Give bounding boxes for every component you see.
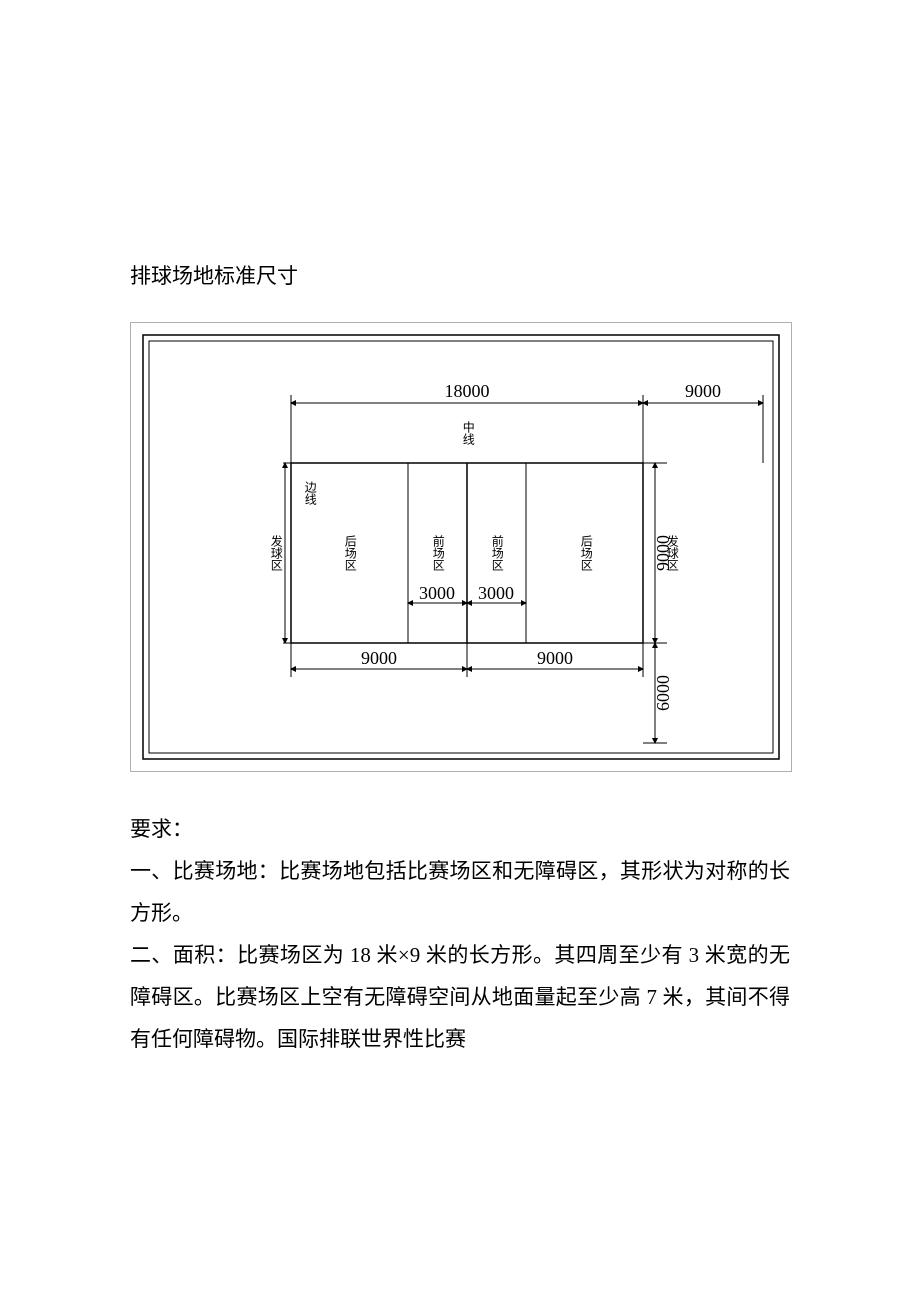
requirements-heading: 要求： bbox=[130, 808, 790, 850]
svg-text:边线: 边线 bbox=[303, 480, 317, 504]
svg-text:前场区: 前场区 bbox=[431, 533, 445, 570]
svg-text:发球区: 发球区 bbox=[269, 533, 283, 570]
svg-text:前场区: 前场区 bbox=[490, 533, 504, 570]
svg-text:发球区: 发球区 bbox=[665, 533, 679, 570]
court-diagram-svg: 180009000中线900060003000300090009000发球区边线… bbox=[131, 323, 791, 771]
svg-text:6000: 6000 bbox=[653, 675, 673, 711]
document-title: 排球场地标准尺寸 bbox=[130, 260, 790, 294]
svg-text:3000: 3000 bbox=[478, 583, 514, 603]
svg-text:3000: 3000 bbox=[419, 583, 455, 603]
svg-text:后场区: 后场区 bbox=[579, 534, 593, 570]
paragraph-2: 二、面积：比赛场区为 18 米×9 米的长方形。其四周至少有 3 米宽的无障碍区… bbox=[130, 934, 790, 1060]
svg-text:18000: 18000 bbox=[445, 381, 490, 401]
svg-text:9000: 9000 bbox=[361, 648, 397, 668]
court-diagram: 180009000中线900060003000300090009000发球区边线… bbox=[130, 322, 792, 772]
paragraph-1: 一、比赛场地：比赛场地包括比赛场区和无障碍区，其形状为对称的长方形。 bbox=[130, 850, 790, 934]
svg-text:9000: 9000 bbox=[537, 648, 573, 668]
svg-text:9000: 9000 bbox=[685, 381, 721, 401]
body-text: 要求： 一、比赛场地：比赛场地包括比赛场区和无障碍区，其形状为对称的长方形。 二… bbox=[130, 808, 790, 1060]
svg-text:中线: 中线 bbox=[461, 419, 475, 444]
svg-text:后场区: 后场区 bbox=[343, 534, 357, 570]
